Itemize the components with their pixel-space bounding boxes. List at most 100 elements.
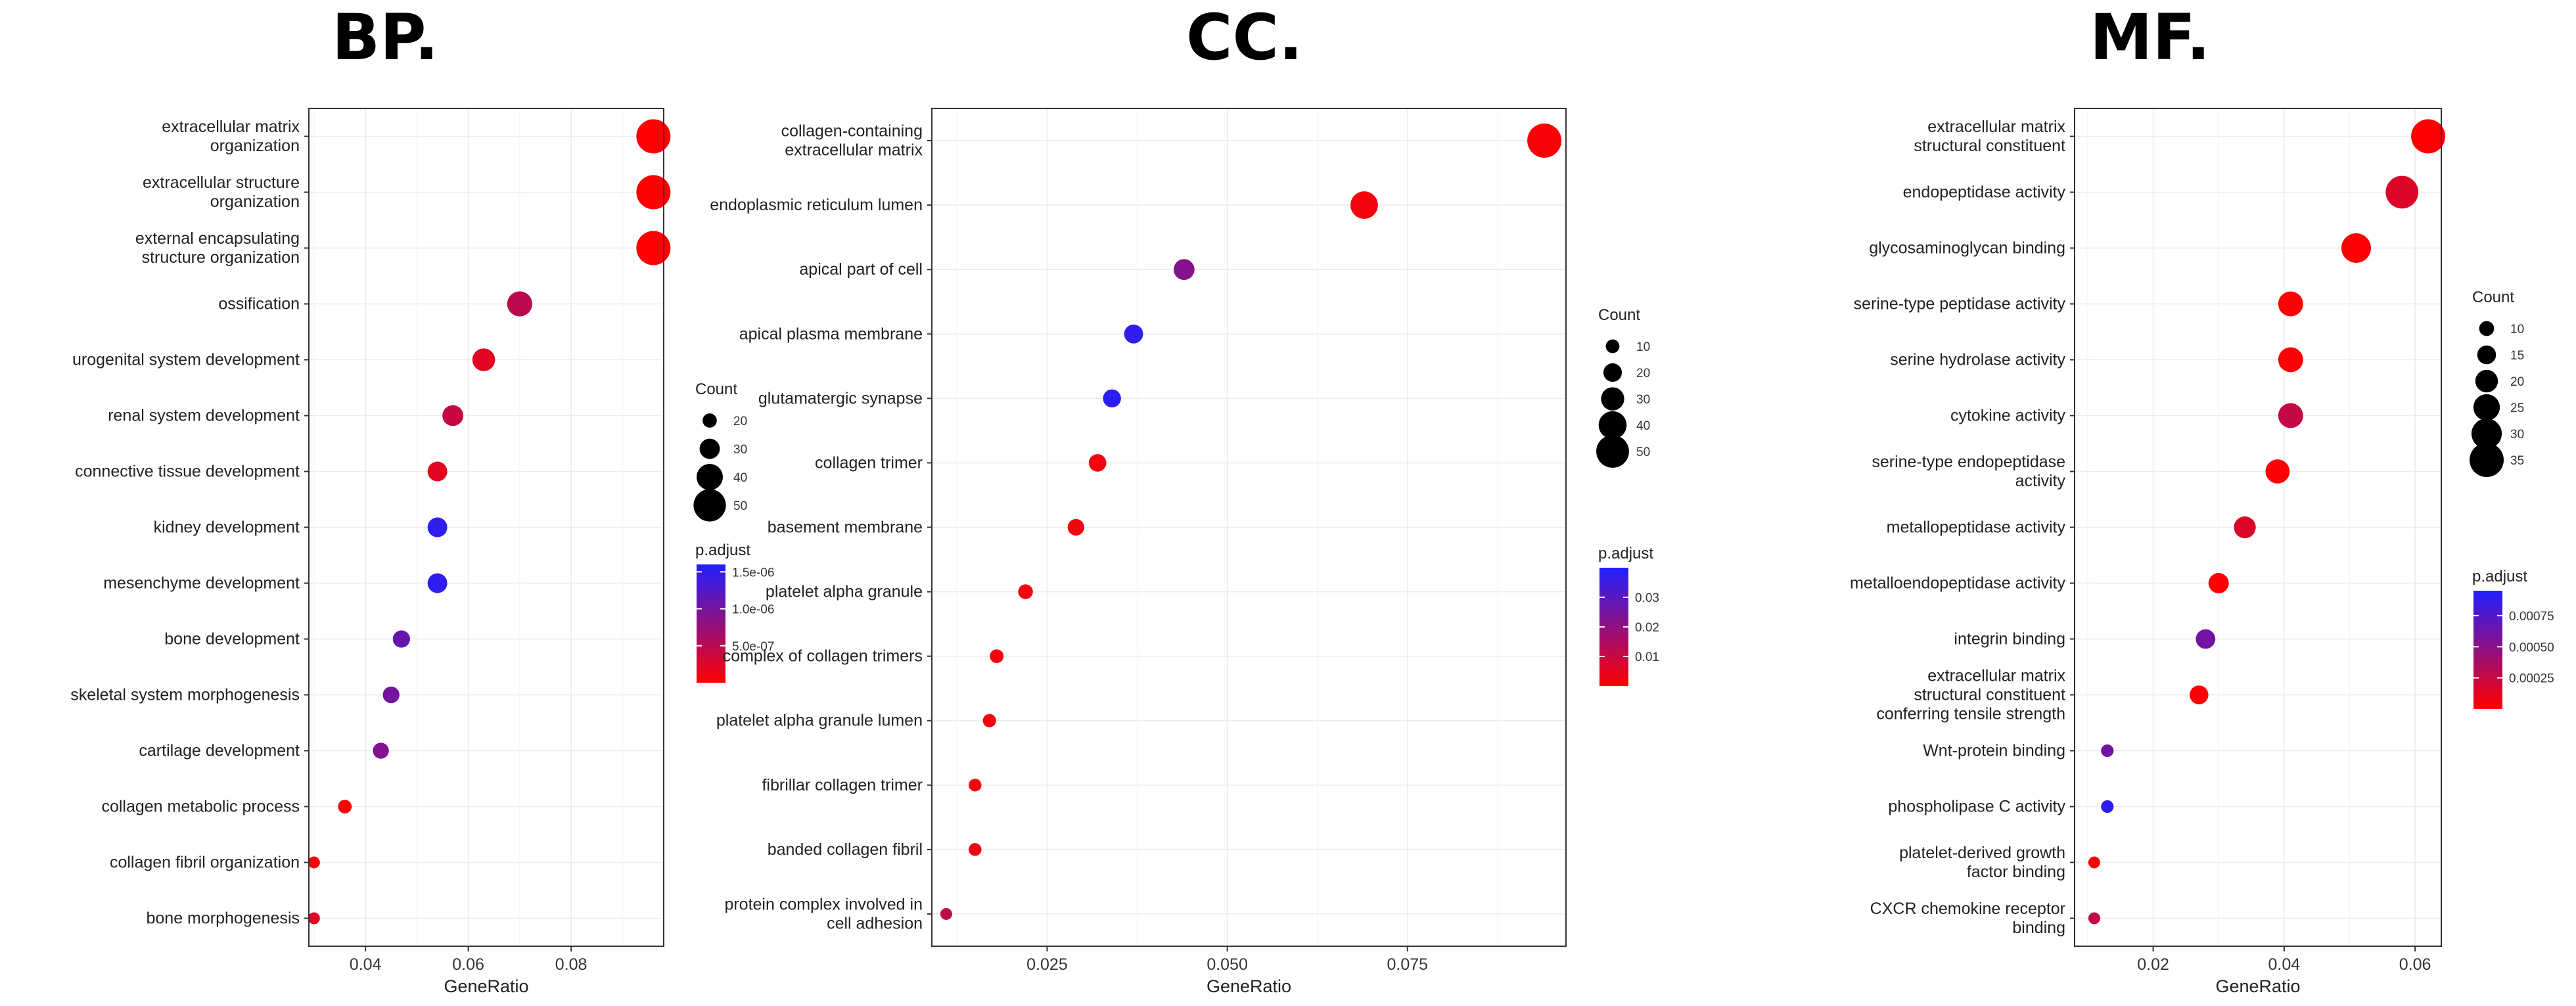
data-point	[2385, 175, 2419, 209]
y-tick-label: integrin binding	[1954, 630, 2065, 649]
count-legend-label: 10	[2510, 323, 2524, 336]
data-point	[2190, 685, 2209, 704]
cc-panel: CC. collagen-containing extracellular matr…	[710, 1, 1659, 996]
data-point	[308, 912, 320, 925]
data-point	[2101, 744, 2114, 758]
x-tick-label: 0.050	[1207, 955, 1248, 974]
x-tick-label: 0.04	[2268, 955, 2301, 974]
y-tick-label: platelet alpha granule	[766, 583, 923, 601]
count-legend-key	[2479, 321, 2495, 336]
count-legend-label: 40	[1636, 419, 1650, 433]
y-tick-label: urogenital system development	[72, 351, 300, 369]
y-tick-label: platelet-derived growth factor binding	[1899, 844, 2065, 881]
x-axis-title: GeneRatio	[444, 976, 528, 996]
bp-panel: BP. extracellular matrix organization extra…	[70, 1, 774, 996]
y-tick-label: skeletal system morphogenesis	[70, 686, 300, 704]
data-point	[636, 175, 671, 210]
data-point	[2088, 912, 2100, 925]
y-tick-label: renal system development	[108, 407, 300, 425]
count-legend-key	[702, 413, 717, 428]
padjust-legend-title: p.adjust	[2472, 568, 2527, 585]
count-legend-label: 25	[2510, 401, 2524, 415]
data-point	[2411, 119, 2446, 154]
y-tick-label: external encapsulating structure organiza…	[135, 229, 300, 267]
cc-title: CC.	[1186, 1, 1302, 74]
data-point	[990, 649, 1004, 664]
x-axis-title: GeneRatio	[2215, 976, 2300, 996]
y-tick-label: extracellular matrix structural constitue…	[1876, 667, 2065, 723]
y-tick-label: metalloendopeptidase activity	[1850, 574, 2065, 593]
y-tick-label: metallopeptidase activity	[1887, 518, 2066, 537]
data-point	[1124, 324, 1143, 344]
padjust-legend-title: p.adjust	[695, 541, 750, 559]
data-point	[2341, 233, 2371, 263]
count-legend-label: 30	[1636, 393, 1650, 407]
count-legend-label: 10	[1636, 340, 1650, 354]
data-point	[2265, 459, 2290, 484]
data-point	[442, 405, 464, 426]
count-legend-title: Count	[1598, 306, 1640, 324]
padjust-legend-label: 0.03	[1635, 591, 1659, 605]
padjust-legend-label: 0.02	[1635, 621, 1659, 635]
data-point	[392, 630, 411, 648]
data-point	[2208, 573, 2229, 593]
data-point	[427, 517, 448, 537]
y-tick-label: fibrillar collagen trimer	[762, 776, 923, 794]
count-legend-label: 20	[733, 415, 747, 428]
x-tick-label: 0.06	[452, 955, 484, 974]
y-tick-label: mesenchyme development	[103, 574, 300, 593]
data-point	[2278, 347, 2303, 373]
count-legend-title: Count	[695, 380, 737, 398]
padjust-colorbar	[697, 564, 725, 683]
y-tick-label: ossification	[218, 295, 300, 313]
count-legend-title: Count	[2472, 288, 2514, 306]
count-legend-key	[2471, 418, 2502, 449]
data-point	[1018, 584, 1033, 599]
data-point	[969, 779, 982, 792]
data-point	[2088, 856, 2100, 869]
data-point	[427, 573, 448, 593]
y-tick-label: glutamatergic synapse	[758, 389, 923, 407]
y-tick-label: cartilage development	[139, 742, 300, 760]
data-point	[636, 119, 671, 154]
data-point	[308, 856, 320, 869]
y-tick-label: collagen-containing extracellular matrix	[781, 122, 923, 160]
y-tick-label: endoplasmic reticulum lumen	[710, 196, 923, 214]
mf-panel: MF. extracellular matrix structural consti…	[1850, 1, 2554, 996]
count-legend-key	[2475, 369, 2498, 393]
count-legend-label: 20	[1636, 367, 1650, 380]
count-legend-label: 15	[2510, 349, 2524, 363]
x-tick-label: 0.02	[2137, 955, 2169, 974]
data-point	[2196, 629, 2216, 649]
padjust-legend-label: 0.00075	[2509, 610, 2554, 624]
x-tick-label: 0.04	[350, 955, 382, 974]
data-point	[472, 348, 495, 371]
y-tick-label: endopeptidase activity	[1903, 183, 2066, 202]
y-tick-label: bone development	[164, 630, 300, 649]
data-point	[2278, 291, 2303, 317]
count-legend-key	[2473, 394, 2500, 421]
count-legend-label: 50	[733, 499, 747, 513]
x-axis-title: GeneRatio	[1207, 976, 1291, 996]
count-legend-label: 50	[1636, 446, 1650, 459]
y-tick-label: complex of collagen trimers	[723, 647, 923, 666]
y-tick-label: connective tissue development	[75, 463, 300, 481]
bp-title: BP.	[332, 1, 438, 74]
count-legend-key	[1605, 339, 1620, 354]
padjust-legend-label: 1.0e-06	[732, 603, 774, 617]
data-point	[969, 843, 982, 856]
y-tick-label: extracellular matrix structural constitue…	[1914, 118, 2065, 155]
x-tick-label: 0.06	[2399, 955, 2431, 974]
data-point	[2278, 403, 2303, 428]
y-tick-label: serine-type peptidase activity	[1854, 295, 2066, 313]
data-point	[636, 231, 671, 265]
y-tick-label: collagen trimer	[815, 453, 923, 472]
y-tick-label: apical part of cell	[799, 260, 923, 279]
count-legend-key	[693, 489, 726, 522]
padjust-legend-label: 0.00025	[2509, 672, 2554, 686]
data-point	[382, 686, 400, 704]
data-point	[373, 743, 389, 759]
y-tick-label: collagen metabolic process	[101, 798, 300, 816]
padjust-legend-label: 1.5e-06	[732, 566, 774, 580]
y-tick-label: banded collagen fibril	[768, 840, 923, 859]
